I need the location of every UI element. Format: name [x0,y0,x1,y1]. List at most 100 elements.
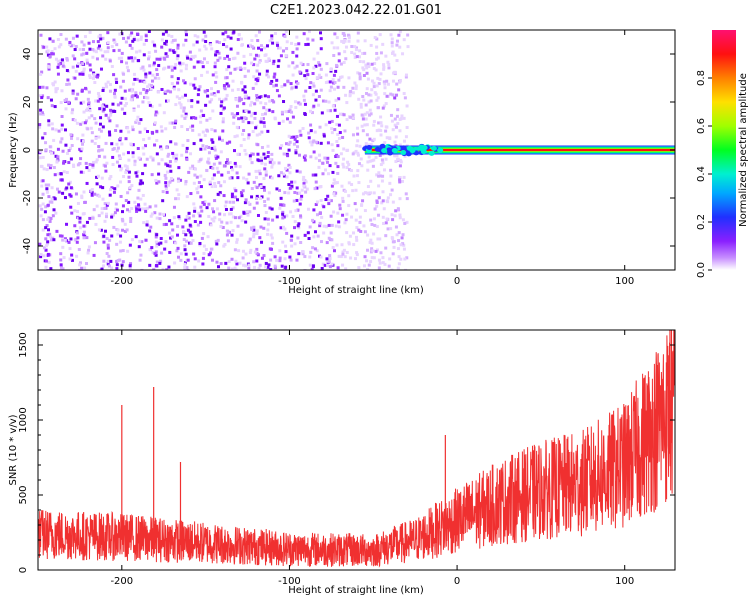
spectrogram-cell [230,233,234,237]
spectrogram-cell [231,215,235,219]
spectrogram-cell [324,123,328,127]
spectrogram-cell [342,61,346,65]
spectrogram-cell [388,181,392,185]
spectrogram-cell [247,44,251,48]
spectrogram-cell [297,101,301,105]
spectrogram-cell [208,100,212,104]
spectrogram-cell [117,48,121,52]
spectrogram-cell [389,168,393,172]
spectrogram-cell [314,203,318,207]
spectrogram-cell [326,141,330,145]
spectrogram-cell [260,146,264,150]
spectrogram-cell [251,130,255,134]
spectrogram-cell [374,68,378,72]
spectrogram-cell [115,208,119,212]
spectrogram-cell [266,150,270,154]
spectrogram-cell [288,108,292,112]
spectrogram-cell [396,207,400,211]
spectrogram-cell [268,157,272,161]
spectrogram-cell [116,184,120,188]
spectrogram-cell [168,160,172,164]
spectrogram-cell [74,97,78,101]
spectrogram-cell [158,103,162,107]
spectrogram-cell [48,219,52,223]
spectrogram-cell [369,43,373,47]
spectrogram-cell [187,99,191,103]
spectrogram-cell [179,178,183,182]
spectrogram-cell [403,221,407,225]
spectrogram-cell [376,237,380,241]
spectrogram-cell [362,73,366,77]
spectrogram-cell [176,179,180,183]
spectrogram-cell [254,53,258,57]
spectrogram-cell [282,152,286,156]
spectrogram-cell [192,116,196,120]
spectrogram-cell [149,84,153,88]
spectrogram-cell [246,69,250,73]
spectrogram-cell [361,51,365,55]
spectrogram-cell [402,243,406,247]
spectrogram-cell [383,86,387,90]
spectrogram-cell [317,61,321,65]
spectrogram-cell [356,71,360,75]
spectrogram-cell [62,170,66,174]
spectrogram-cell [99,185,103,189]
spectrogram-cell [216,170,220,174]
spectrogram-cell [398,79,402,83]
spectrogram-cell [105,212,109,216]
spectrogram-cell [247,133,251,137]
spectrogram-cell [287,142,291,146]
spectrogram-cell [120,217,124,221]
spectrogram-cell [209,247,213,251]
spectrogram-cell [138,79,142,83]
spectrogram-cell [88,30,92,34]
spectrogram-cell [350,45,354,49]
spectrogram-cell [307,30,311,34]
spectrogram-cell [296,224,300,228]
spectrogram-cell [353,81,357,85]
spectrogram-cell [155,129,159,133]
spectrogram-cell [126,208,130,212]
spectrogram-cell [331,170,335,174]
spectrogram-cell [232,30,236,34]
spectrogram-cell [182,109,186,113]
spectrogram-cell [154,250,158,254]
spectrogram-cell [44,265,48,269]
spectrogram-cell [204,47,208,51]
spectrogram-cell [106,46,110,50]
spectrogram-cell [129,142,133,146]
spectrogram-cell [338,203,342,207]
spectrogram-cell [192,43,196,47]
spectrogram-cells [38,30,675,270]
spectrogram-cell [126,126,130,130]
spectrogram-cell [186,228,190,232]
spectrogram-cell [214,156,218,160]
spectrogram-cell [200,209,204,213]
spectrogram-cell [164,90,168,94]
spectrogram-cell [140,240,144,244]
spectrogram-cell [208,117,212,121]
spectrogram-cell [394,125,398,129]
spectrogram-cell [316,51,320,55]
spectrogram-cell [147,55,151,59]
spectrogram-cell [352,174,356,178]
spectrogram-cell [45,168,49,172]
spectrogram-cell [154,253,158,257]
spectrogram-cell [362,68,366,72]
spectrogram-cell [345,166,349,170]
spectrogram-cell [205,61,209,65]
spectrogram-cell [314,64,318,68]
spectrogram-cell [162,56,166,60]
spectrogram-cell [206,160,210,164]
spectrogram-cell [49,164,53,168]
spectrogram-cell [381,161,385,165]
spectrogram-cell [255,251,259,255]
spectrogram-cell [59,43,63,47]
spectrogram-cell [355,55,359,59]
spectrogram-cell [266,228,270,232]
spectrogram-cell [192,83,196,87]
spectrogram-cell [256,76,260,80]
spectrogram-cell [213,129,217,133]
spectrogram-cell [168,219,172,223]
spectrogram-cell [236,198,240,202]
